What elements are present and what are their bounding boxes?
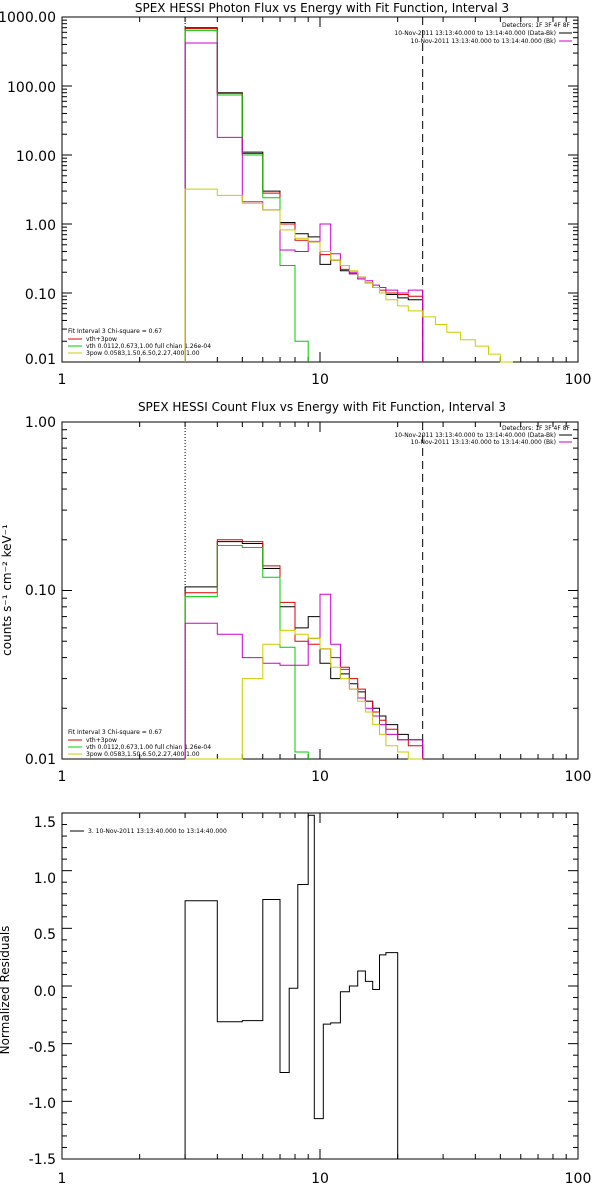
count-fit-item-1: vth 0.0112,0.673,1.00 full chian 1.26e-0… [86, 744, 211, 751]
count-xtick-0: 1 [58, 769, 67, 785]
residuals-xtick-1: 10 [311, 1171, 329, 1187]
photon-ytick-4: 0.10 [25, 287, 56, 303]
photon-ytick-5: 0.01 [25, 352, 56, 368]
photon-fit-item-1: vth 0.0112,0.673,1.00 full chian 1.26e-0… [86, 343, 211, 350]
residuals-series-0 [184, 814, 399, 1159]
count-series-0 [184, 541, 424, 759]
count-time-line-1: 10-Nov-2011 13:13:40.000 to 13:14:40.000… [411, 439, 556, 446]
photon-fit-item-0: vth+3pow [86, 336, 117, 343]
photon-xtick-1: 10 [311, 372, 329, 388]
residuals-ytick-0: 1.5 [34, 815, 56, 831]
residuals-ytick-4: -0.5 [29, 1040, 56, 1056]
count-xtick-2: 100 [565, 769, 592, 785]
photon-xtick-0: 1 [58, 372, 67, 388]
count-series-3 [184, 593, 424, 759]
count-panel-ylabel: counts s⁻¹ cm⁻² keV⁻¹ [0, 524, 14, 656]
residuals-panel: Normalized Residuals 1.5 1.0 0.5 0.0 -0.… [0, 812, 592, 1187]
photon-panel-title: SPEX HESSI Photon Flux vs Energy with Fi… [135, 1, 509, 15]
residuals-ytick-1: 1.0 [34, 871, 56, 887]
count-time-line-0: 10-Nov-2011 13:13:40.000 to 13:14:40.000… [394, 432, 556, 439]
count-ytick-2: 0.01 [25, 752, 56, 768]
residuals-ytick-2: 0.5 [34, 927, 56, 943]
count-fit-item-0: vth+3pow [86, 737, 117, 744]
count-plot-frame [61, 421, 579, 760]
residuals-legend-label: 3. 10-Nov-2011 13:13:40.000 to 13:14:40.… [88, 828, 227, 835]
photon-fit-header: Fit Interval 3 Chi-square = 0.67 [68, 328, 162, 335]
count-series-1 [184, 539, 424, 759]
residuals-ytick-6: -1.5 [29, 1152, 56, 1168]
count-detectors-label: Detectors: 1F 3F 4F 8F [502, 425, 571, 432]
residuals-plot-frame [61, 812, 579, 1160]
residuals-marks [62, 812, 578, 1160]
photon-series-4 [184, 188, 513, 363]
count-ytick-0: 1.00 [25, 415, 56, 431]
photon-series-3 [184, 42, 424, 362]
photon-xtick-2: 100 [565, 372, 592, 388]
photon-flux-panel: SPEX HESSI Photon Flux vs Energy with Fi… [0, 1, 591, 388]
photon-ytick-2: 10.00 [16, 149, 56, 165]
photon-detectors-label: Detectors: 1F 3F 4F 8F [502, 22, 571, 29]
count-series-4 [185, 629, 423, 760]
count-ytick-1: 0.10 [25, 583, 56, 599]
photon-marks [62, 17, 578, 363]
count-panel-title: SPEX HESSI Count Flux vs Energy with Fit… [138, 400, 506, 414]
residuals-xtick-0: 1 [58, 1171, 67, 1187]
residuals-ytick-3: 0.0 [34, 984, 56, 1000]
photon-series-0 [184, 27, 424, 362]
residuals-xtick-2: 100 [565, 1171, 592, 1187]
count-fit-item-2: 3pow 0.0583,1.50,6.50,2.27,400,1.00 [86, 751, 200, 758]
residuals-ytick-5: -1.0 [29, 1096, 56, 1112]
count-xtick-1: 10 [311, 769, 329, 785]
photon-ytick-3: 1.00 [25, 218, 56, 234]
photon-ytick-1: 100.00 [7, 80, 56, 96]
photon-fit-item-2: 3pow 0.0583,1.50,6.50,2.27,400,1.00 [86, 350, 200, 357]
count-fit-header: Fit Interval 3 Chi-square = 0.67 [68, 729, 162, 736]
count-series-2 [184, 545, 309, 759]
photon-series-2 [184, 29, 309, 362]
count-flux-panel: SPEX HESSI Count Flux vs Energy with Fit… [0, 400, 591, 785]
photon-ytick-0: 1000.00 [0, 10, 56, 26]
photon-plot-frame [61, 16, 579, 363]
photon-time-line-0: 10-Nov-2011 13:13:40.000 to 13:14:40.000… [394, 30, 556, 37]
photon-time-line-1: 10-Nov-2011 13:13:40.000 to 13:14:40.000… [411, 38, 556, 45]
count-marks [62, 422, 578, 760]
residuals-panel-ylabel: Normalized Residuals [0, 926, 12, 1055]
